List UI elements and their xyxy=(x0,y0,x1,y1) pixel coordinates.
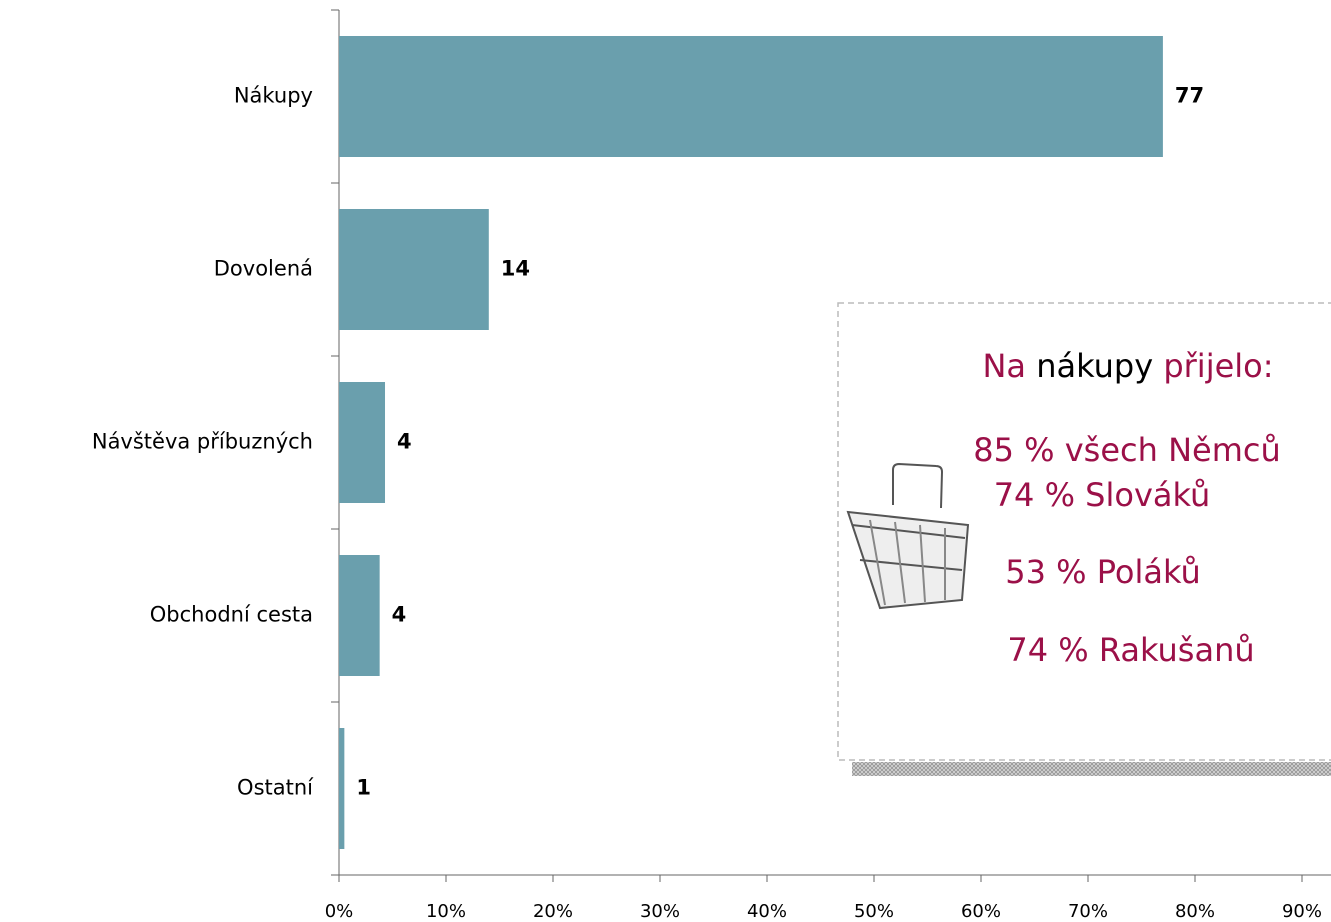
x-tick-label: 10% xyxy=(426,901,466,922)
data-label: 4 xyxy=(392,603,407,627)
data-label: 14 xyxy=(501,257,530,281)
bar xyxy=(339,209,489,330)
annotation-line: 74 % Slováků xyxy=(994,476,1211,514)
annotation-line: 53 % Poláků xyxy=(1005,553,1201,591)
annotation-line: 85 % všech Němců xyxy=(973,431,1280,469)
y-tick-label: Ostatní xyxy=(237,776,314,800)
y-tick-label: Nákupy xyxy=(234,84,313,108)
x-tick-label: 20% xyxy=(533,901,573,922)
x-tick-label: 60% xyxy=(961,901,1001,922)
annotation-word: Na xyxy=(982,347,1026,385)
bar xyxy=(339,728,345,849)
annotation-word: přijelo: xyxy=(1163,347,1273,385)
bar xyxy=(339,382,386,503)
annotation-title: Na nákupy přijelo: xyxy=(982,347,1273,385)
bar xyxy=(339,555,380,676)
data-label: 77 xyxy=(1175,84,1204,108)
y-tick-label: Obchodní cesta xyxy=(150,603,313,627)
x-tick-label: 40% xyxy=(747,901,787,922)
box-shadow xyxy=(852,762,1331,776)
bar xyxy=(339,36,1163,157)
annotation-line: 74 % Rakušanů xyxy=(1007,631,1254,669)
y-tick-label: Návštěva příbuzných xyxy=(92,430,313,454)
y-tick-label: Dovolená xyxy=(214,257,313,281)
x-tick-label: 80% xyxy=(1175,901,1215,922)
x-tick-label: 0% xyxy=(325,901,354,922)
data-label: 1 xyxy=(356,776,371,800)
x-tick-label: 30% xyxy=(640,901,680,922)
x-tick-label: 50% xyxy=(854,901,894,922)
data-label: 4 xyxy=(397,430,412,454)
x-tick-label: 90% xyxy=(1282,901,1322,922)
x-tick-label: 70% xyxy=(1068,901,1108,922)
annotation-word: nákupy xyxy=(1036,347,1153,385)
basket-icon xyxy=(846,462,970,610)
